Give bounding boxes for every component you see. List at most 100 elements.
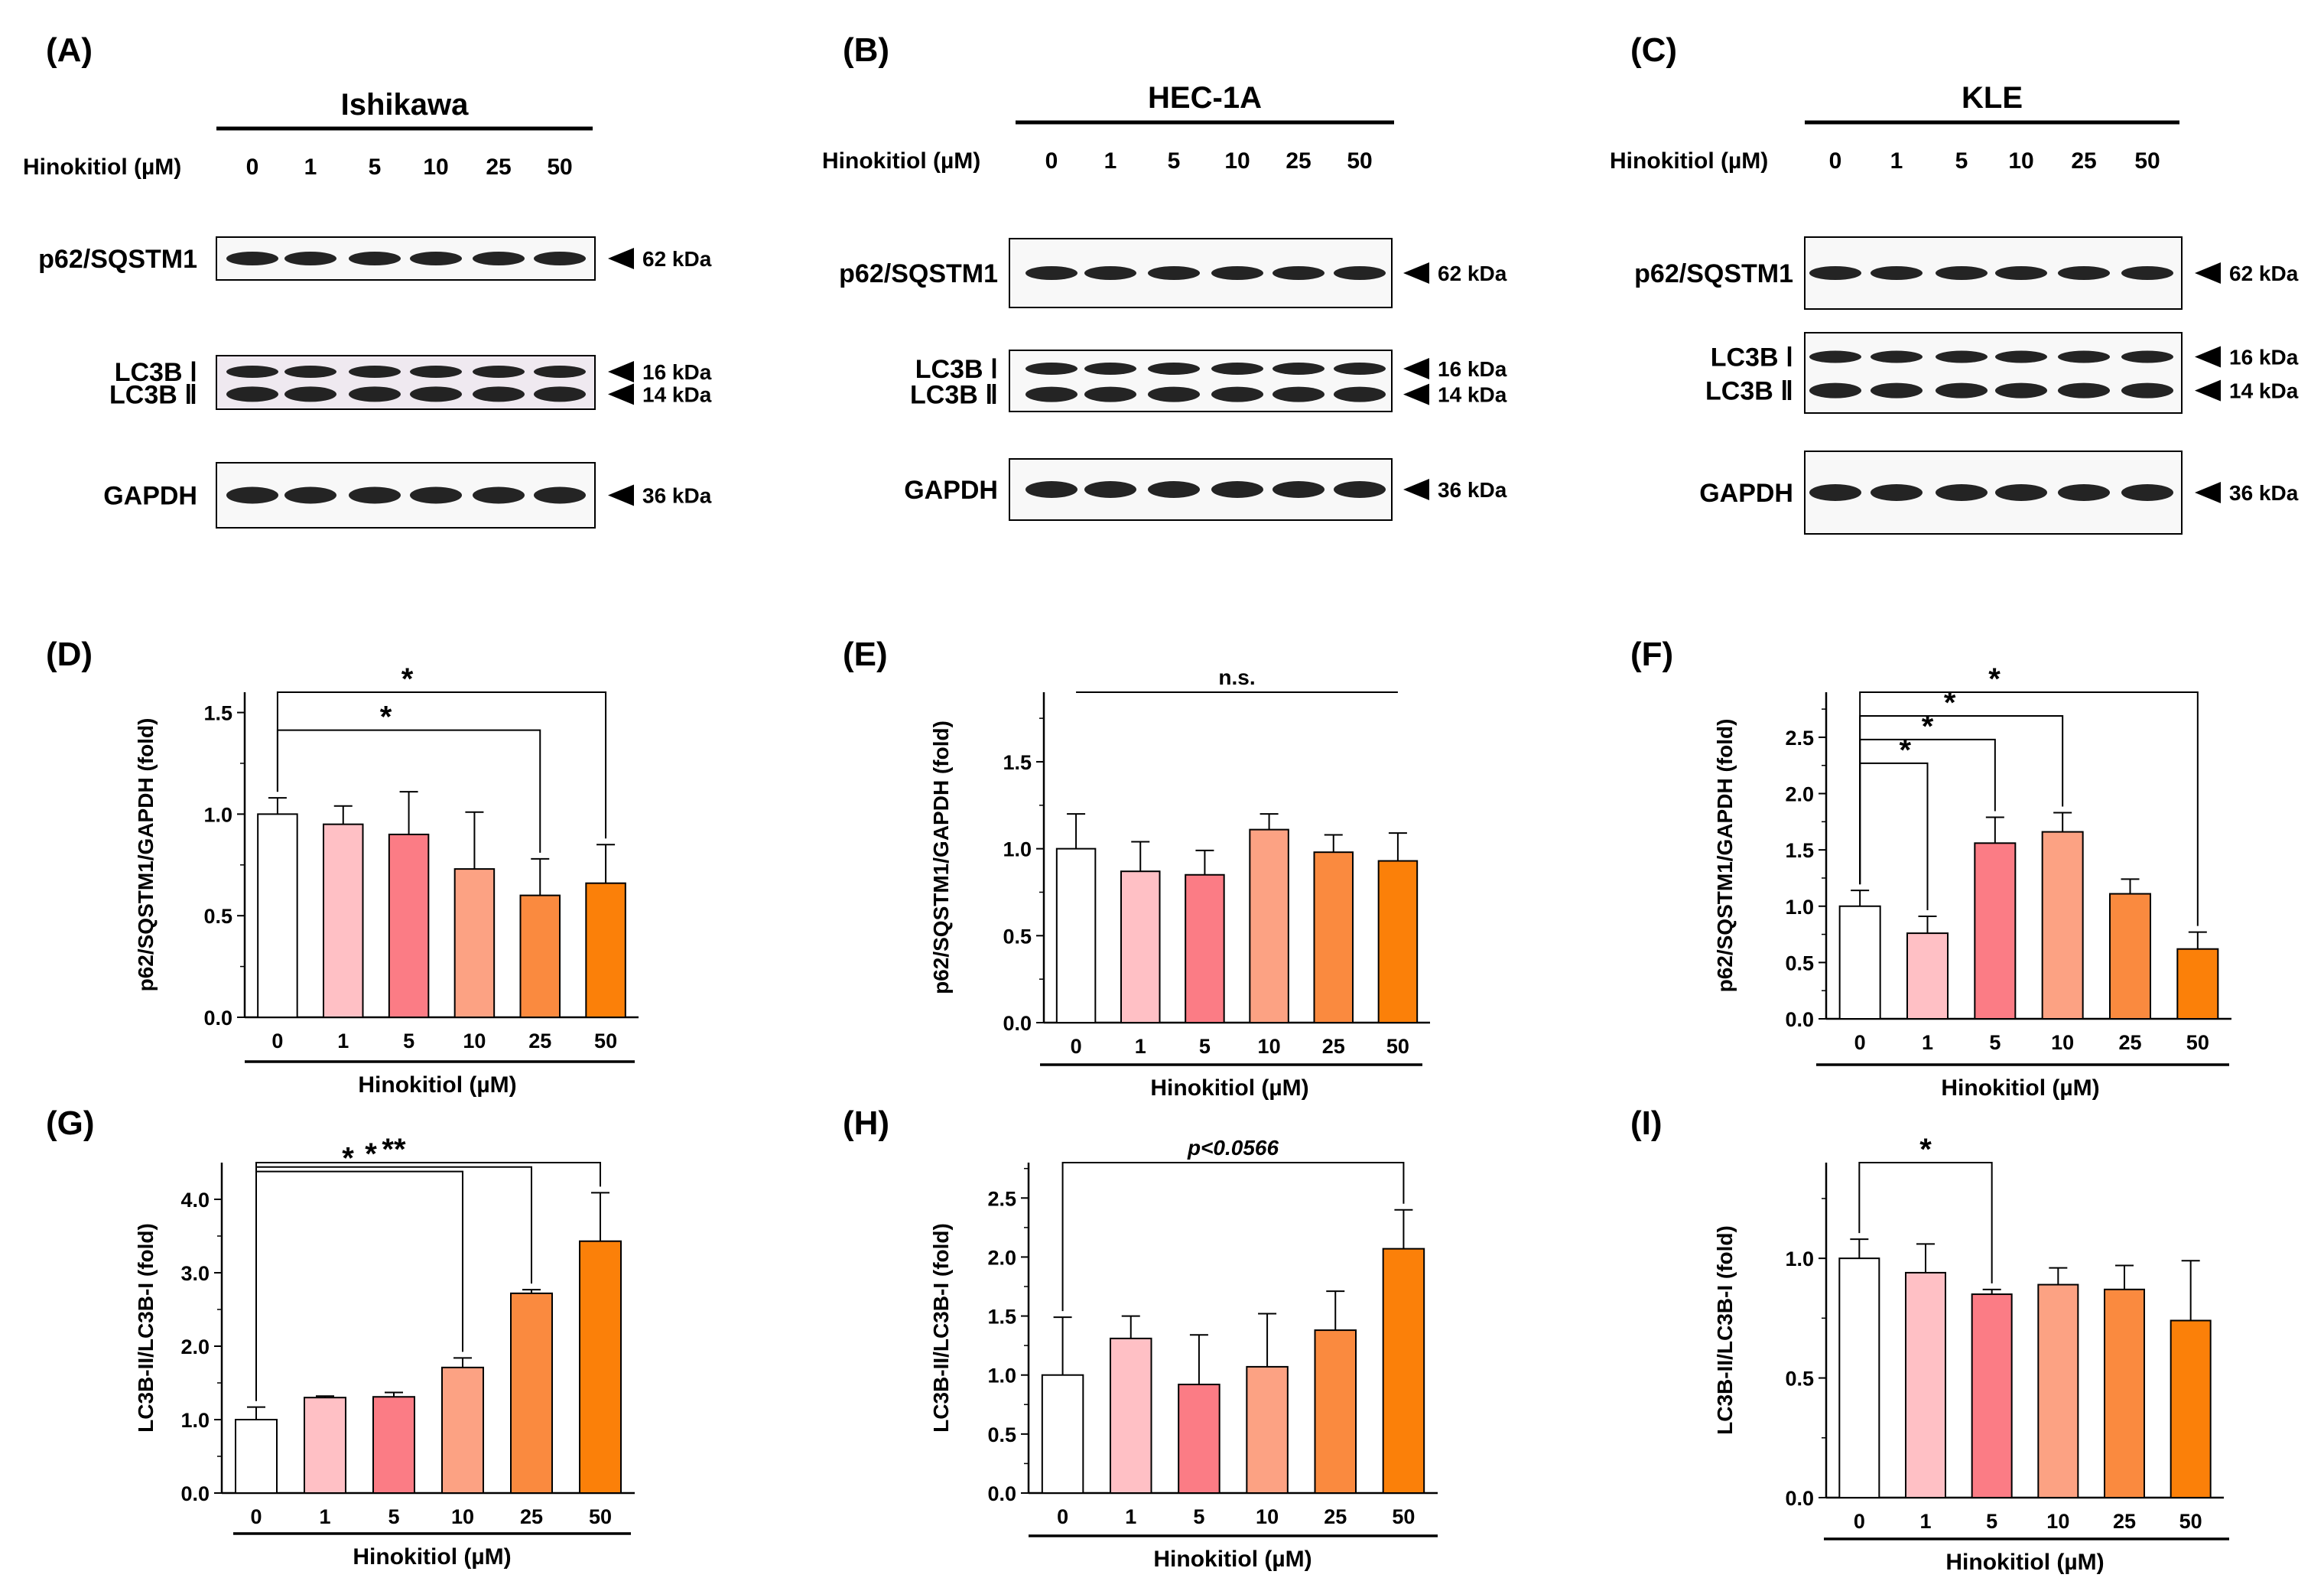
blot-frame: [1804, 236, 2183, 310]
x-tick-label: 1: [1125, 1505, 1136, 1528]
panel-letter: (I): [1630, 1104, 1663, 1142]
blot-band: [1936, 382, 1988, 399]
bar: [1249, 828, 1289, 1024]
x-axis-label: Hinokitiol (µM): [1150, 1075, 1308, 1101]
protein-label: LC3B Ⅰ: [915, 355, 998, 384]
lane-dose-label: 1: [304, 155, 317, 180]
blot-band: [226, 386, 278, 402]
x-tick-label: 1: [1919, 1510, 1931, 1533]
blot-band: [2058, 484, 2110, 501]
panel-letter: (A): [46, 31, 93, 69]
blot-band: [1809, 350, 1861, 363]
bar: [1906, 932, 1949, 1020]
x-tick-label: 10: [463, 1030, 486, 1052]
x-tick-label: 50: [589, 1505, 612, 1528]
protein-label: LC3B Ⅰ: [1711, 343, 1793, 372]
bar: [1974, 842, 2017, 1020]
x-tick-label: 10: [1256, 1505, 1279, 1528]
protein-label: LC3B Ⅱ: [1705, 377, 1793, 406]
blot-band: [473, 252, 525, 265]
blot-band: [226, 252, 278, 265]
blot-kle: (C) KLE Hinokitiol (µM) 0 1 5 10 25 50 p62/SQSTM1…: [1610, 31, 2299, 535]
significance-label: *: [1944, 686, 1956, 720]
blot-band: [226, 486, 278, 504]
bar: [441, 1366, 484, 1494]
y-tick-label: 0.0: [180, 1482, 210, 1505]
marker-arrow-icon: [1403, 383, 1429, 405]
marker-arrow-icon: [2195, 262, 2221, 284]
blot-band: [1148, 363, 1200, 375]
panel-letter: (B): [843, 31, 889, 69]
blot-frame: [1804, 332, 2183, 414]
x-tick-label: 0: [1071, 1035, 1082, 1058]
blot-band: [349, 366, 401, 378]
kda-marker: 16 kDa: [1438, 357, 1507, 381]
dose-label: Hinokitiol (µM): [23, 155, 181, 180]
blot-frame: [1009, 350, 1393, 412]
panel-letter: (G): [46, 1104, 95, 1142]
bar: [1178, 1384, 1221, 1494]
marker-arrow-icon: [1403, 262, 1429, 284]
y-tick-label: 0.0: [987, 1482, 1016, 1505]
x-axis-label: Hinokitiol (µM): [1153, 1547, 1312, 1572]
blot-band: [473, 386, 525, 402]
y-axis-label: LC3B-II/LC3B-I (fold): [134, 1223, 158, 1433]
x-axis-label: Hinokitiol (µM): [353, 1544, 511, 1570]
y-tick-label: 1.0: [987, 1365, 1016, 1387]
blot-band: [2121, 382, 2173, 399]
kda-marker: 62 kDa: [642, 247, 712, 271]
x-tick-label: 25: [2118, 1031, 2141, 1054]
y-tick-label: 2.5: [1785, 727, 1814, 750]
blot-band: [2121, 266, 2173, 280]
x-tick-label: 5: [1199, 1035, 1211, 1058]
blot-band: [1871, 484, 1923, 501]
significance-bracket: [255, 1166, 532, 1401]
bar: [304, 1397, 346, 1494]
marker-arrow-icon: [608, 484, 634, 506]
x-tick-label: 0: [250, 1505, 262, 1528]
blot-band: [2058, 266, 2110, 280]
bar: [2104, 1288, 2145, 1499]
kda-marker: 14 kDa: [642, 382, 712, 406]
bar: [2109, 893, 2151, 1020]
blot-frame: [216, 236, 596, 281]
lane-dose-label: 0: [1045, 148, 1058, 174]
y-tick-label: 1.0: [1003, 838, 1032, 861]
marker-arrow-icon: [608, 383, 634, 405]
blot-band: [410, 386, 462, 402]
x-tick-label: 5: [1989, 1031, 2001, 1054]
cell-line-title: HEC-1A: [1148, 81, 1262, 115]
lane-dose-label: 25: [486, 155, 511, 180]
bar: [585, 882, 626, 1018]
y-axis-label: p62/SQSTM1/GAPDH (fold): [1713, 719, 1737, 993]
x-tick-label: 50: [1386, 1035, 1409, 1058]
x-tick-label: 10: [1258, 1035, 1281, 1058]
y-axis-label: LC3B-II/LC3B-I (fold): [1713, 1225, 1737, 1435]
y-tick-label: 0.5: [1785, 952, 1814, 974]
x-tick-label: 50: [2179, 1510, 2202, 1533]
bar: [519, 894, 561, 1018]
blot-band: [2058, 382, 2110, 399]
lane-dose-label: 1: [1104, 148, 1117, 174]
kda-marker: 14 kDa: [2229, 379, 2299, 403]
x-tick-label: 25: [1324, 1505, 1347, 1528]
y-tick-label: 1.0: [1785, 1248, 1814, 1270]
lane-dose-label: 5: [1955, 148, 1968, 174]
y-tick-label: 1.5: [1003, 751, 1032, 774]
protein-label: LC3B Ⅱ: [910, 381, 998, 410]
blot-band: [1334, 363, 1386, 375]
blot-band: [1995, 484, 2047, 501]
y-tick-label: 3.0: [180, 1262, 210, 1285]
bar: [510, 1292, 553, 1494]
y-tick-label: 1.5: [203, 702, 232, 725]
x-tick-label: 25: [1322, 1035, 1345, 1058]
panel-letter: (E): [843, 636, 888, 673]
blot-frame: [1009, 238, 1393, 308]
significance-label: n.s.: [1218, 665, 1255, 689]
x-tick-label: 1: [1922, 1031, 1933, 1054]
bar: [1185, 873, 1225, 1023]
x-tick-label: 5: [403, 1030, 414, 1052]
significance-bracket: [255, 1170, 463, 1401]
lane-dose-label: 1: [1890, 148, 1903, 174]
y-tick-label: 2.0: [987, 1246, 1016, 1269]
